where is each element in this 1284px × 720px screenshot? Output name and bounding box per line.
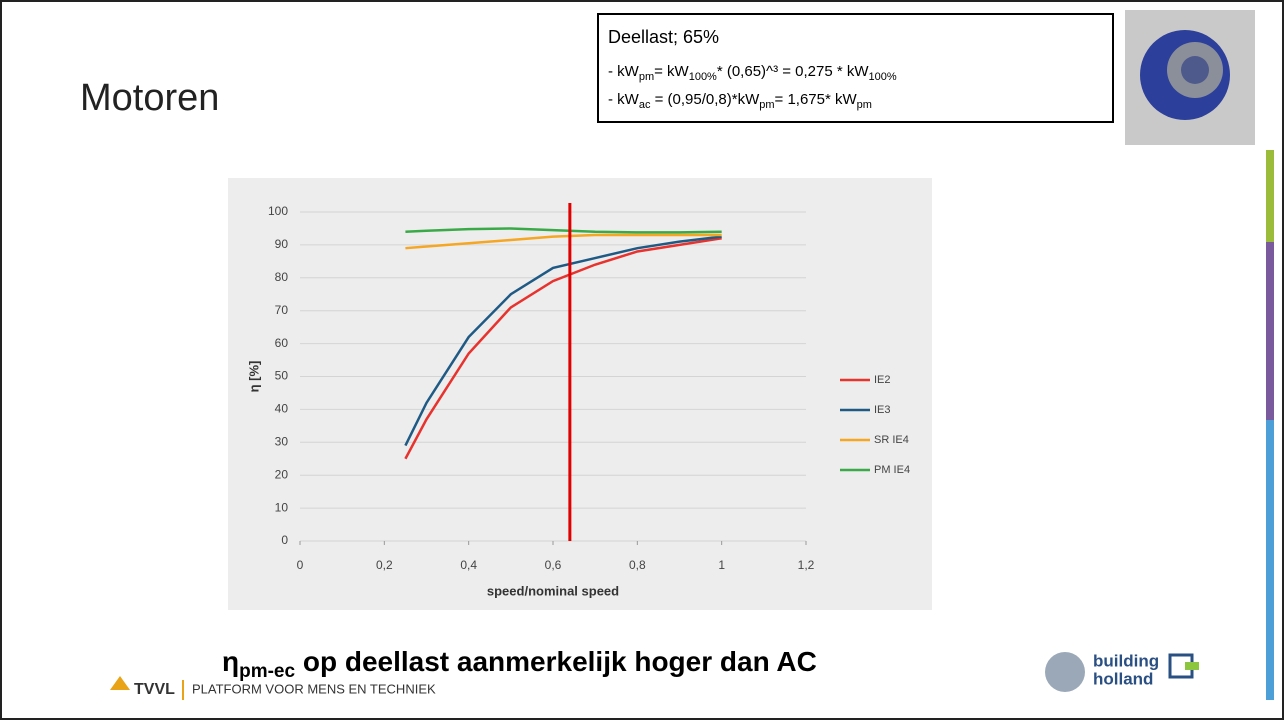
logo-icon [110, 676, 130, 690]
formula-sub: ac [639, 99, 651, 111]
formula-sub: pm [639, 71, 654, 83]
formula-text: * (0,65)^³ = 0,275 * kW [717, 63, 870, 80]
legend-label: IE2 [874, 374, 891, 386]
formula-heading: Deellast; 65% [608, 27, 719, 47]
y-tick-label: 80 [275, 270, 289, 284]
conclusion-sub: pm-ec [239, 661, 295, 682]
formula-line: - kWac = (0,95/0,8)*kWpm= 1,675* kWpm [608, 91, 872, 111]
footer-tagline: PLATFORM VOOR MENS EN TECHNIEK [192, 681, 436, 696]
x-tick-label: 0,6 [545, 558, 562, 572]
accent-bar [1266, 420, 1274, 700]
formula-text: - kW [608, 91, 640, 108]
photo [1125, 10, 1255, 145]
series-line [404, 235, 722, 447]
y-axis-title: η [%] [246, 361, 261, 393]
legend-label: SR IE4 [874, 434, 909, 446]
legend-label: PM IE4 [874, 464, 910, 476]
y-tick-label: 30 [275, 434, 289, 448]
accent-bar [1266, 150, 1274, 242]
x-tick-label: 1,2 [798, 558, 815, 572]
y-tick-label: 10 [275, 500, 289, 514]
y-tick-label: 50 [275, 369, 289, 383]
formula-box [597, 13, 1114, 123]
y-tick-label: 40 [275, 402, 289, 416]
y-tick-label: 20 [275, 467, 289, 481]
x-tick-label: 1 [718, 558, 725, 572]
y-tick-label: 100 [268, 204, 288, 218]
conclusion-symbol: η [222, 646, 239, 677]
formula-sub: pm [759, 99, 774, 111]
legend-label: IE3 [874, 404, 891, 416]
accent-bar [1266, 242, 1274, 420]
series-line [405, 227, 722, 234]
y-tick-label: 0 [281, 533, 288, 547]
x-tick-label: 0,2 [376, 558, 393, 572]
chart-panel [228, 178, 932, 610]
formula-line: - kWpm= kW100%* (0,65)^³ = 0,275 * kW100… [608, 63, 897, 83]
x-axis-title: speed/nominal speed [487, 583, 619, 598]
y-tick-label: 90 [275, 237, 289, 251]
formula-sub: 100% [869, 71, 897, 83]
slide-title: Motoren [80, 77, 219, 119]
partner-text: holland [1093, 669, 1153, 688]
y-tick-label: 70 [275, 303, 289, 317]
partner-logo: building holland [1045, 651, 1199, 692]
formula-text: = kW [654, 63, 689, 80]
formula-text: - kW [608, 63, 640, 80]
formula-sub: 100% [689, 71, 717, 83]
footer-logo: TVVL [134, 681, 175, 698]
x-tick-label: 0,4 [460, 558, 477, 572]
formula-sub: pm [857, 99, 872, 111]
series-line [405, 233, 722, 250]
partner-text: building [1093, 651, 1159, 670]
series-line [404, 237, 722, 460]
formula-text: = 1,675* kW [775, 91, 858, 108]
x-tick-label: 0 [297, 558, 304, 572]
conclusion-text: op deellast aanmerkelijk hoger dan AC [295, 646, 817, 677]
y-tick-label: 60 [275, 336, 289, 350]
conclusion: ηpm-ec op deellast aanmerkelijk hoger da… [222, 646, 817, 682]
x-tick-label: 0,8 [629, 558, 646, 572]
formula-text: = (0,95/0,8)*kW [650, 91, 760, 108]
